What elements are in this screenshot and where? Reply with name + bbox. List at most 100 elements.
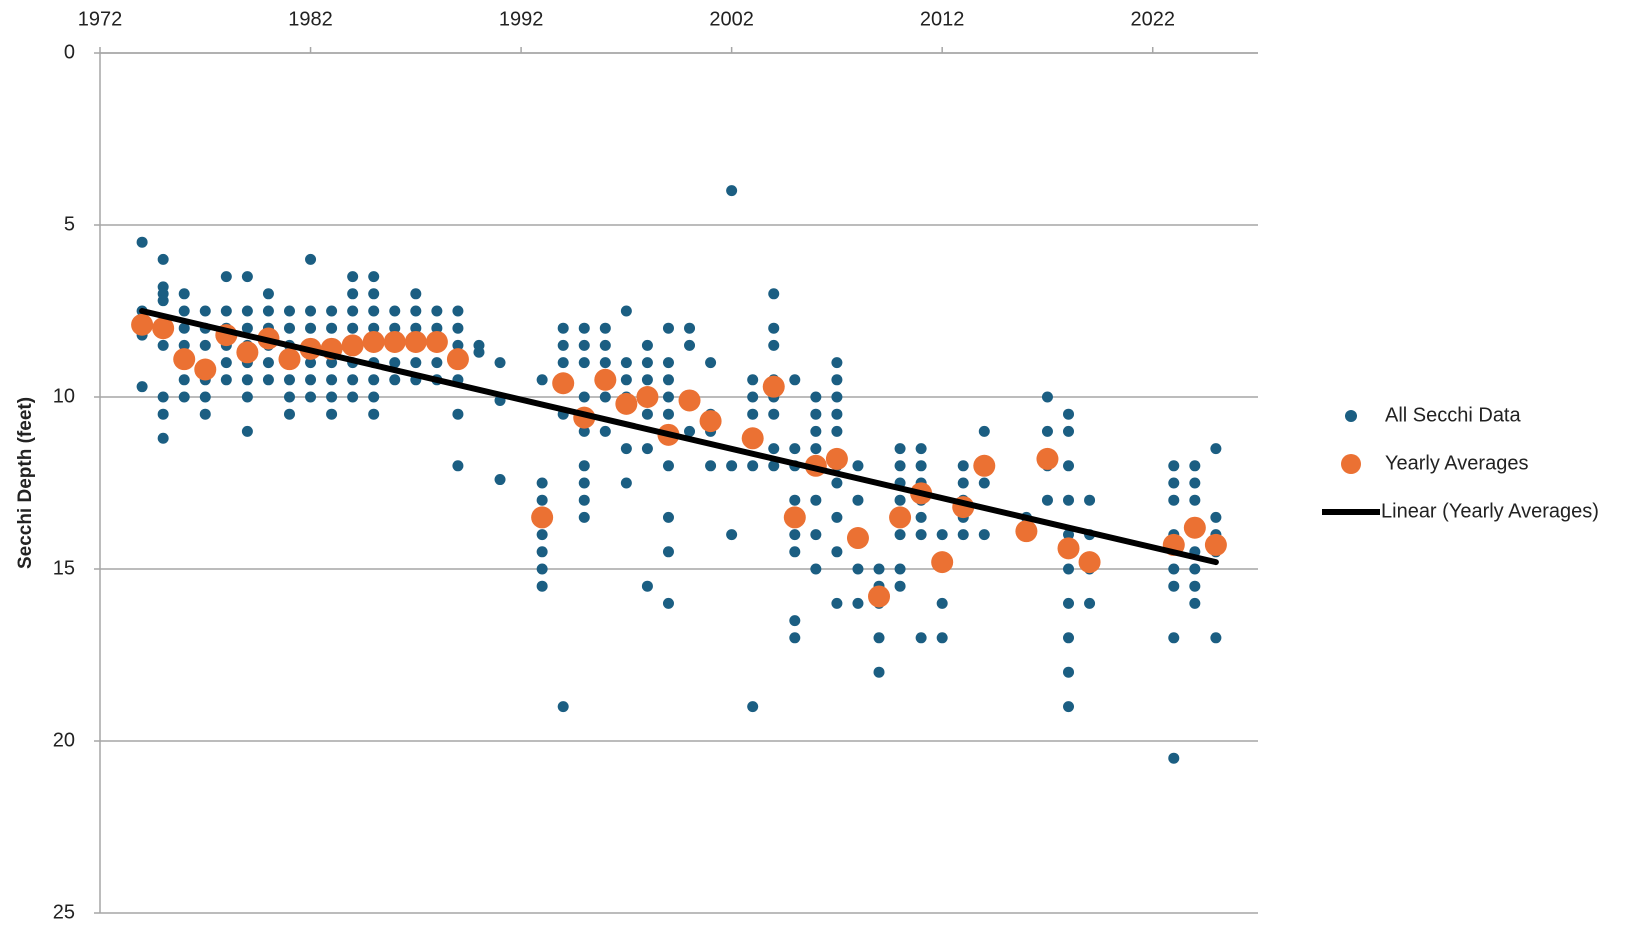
data-point [368,391,380,403]
data-point [957,460,969,472]
data-point [283,408,295,420]
data-point [241,305,253,317]
legend-marker [1341,454,1361,474]
x-tick-label: 2002 [709,8,754,30]
data-point [178,339,190,351]
data-point [789,632,801,644]
data-point [178,391,190,403]
data-point [936,597,948,609]
data-point [452,460,464,472]
data-point [1168,477,1180,489]
data-point [389,374,401,386]
data-point [684,425,696,437]
data-point [768,460,780,472]
data-point [326,408,338,420]
data-point [431,305,443,317]
data-point [852,597,864,609]
data-point [620,477,632,489]
data-point [957,477,969,489]
data-point [810,391,822,403]
x-tick-label: 1972 [78,8,123,30]
data-point [157,408,169,420]
data-point [699,410,722,433]
data-point [1168,752,1180,764]
data-point [368,374,380,386]
data-point [410,305,422,317]
data-point [220,374,232,386]
data-point [810,443,822,455]
data-point [726,185,738,197]
data-point [873,563,885,575]
data-point [578,391,590,403]
data-point [747,374,759,386]
data-point [1084,494,1096,506]
legend-label: All Secchi Data [1385,404,1521,426]
data-point [1078,551,1101,574]
data-point [641,408,653,420]
data-point [157,253,169,265]
data-point [762,375,785,398]
data-point [768,322,780,334]
data-point [641,580,653,592]
data-point [241,271,253,283]
data-point [1189,580,1201,592]
data-point [452,305,464,317]
data-point [726,529,738,541]
x-tick-label: 1982 [288,8,333,30]
data-point [678,389,701,412]
data-point [241,391,253,403]
data-point [536,494,548,506]
data-point [326,391,338,403]
data-point [599,339,611,351]
data-point [915,529,927,541]
data-point [283,374,295,386]
data-point [662,546,674,558]
data-point [557,339,569,351]
data-point [789,546,801,558]
data-point [1041,425,1053,437]
data-point [1189,597,1201,609]
data-point [641,443,653,455]
data-point [199,391,211,403]
data-point [894,580,906,592]
data-point [831,425,843,437]
data-point [389,322,401,334]
data-point [178,288,190,300]
data-point [810,408,822,420]
data-point [431,357,443,369]
data-point [347,374,359,386]
data-point [578,339,590,351]
data-point [220,305,232,317]
y-tick-label: 0 [64,41,75,63]
data-point [1189,460,1201,472]
data-point [578,511,590,523]
data-point [347,305,359,317]
data-point [662,357,674,369]
data-point [452,322,464,334]
data-point [347,322,359,334]
data-point [978,425,990,437]
x-tick-label: 2022 [1130,8,1175,30]
data-point [1210,511,1222,523]
data-point [747,408,759,420]
data-point [347,288,359,300]
data-point [305,305,317,317]
data-point [620,305,632,317]
data-point [241,322,253,334]
data-point [1183,516,1206,539]
data-point [684,339,696,351]
data-point [410,322,422,334]
data-point [705,460,717,472]
data-point [662,391,674,403]
data-point [131,313,154,336]
legend-label: Yearly Averages [1385,452,1528,474]
data-point [973,454,996,477]
data-point [389,305,401,317]
data-point [578,494,590,506]
data-point [1210,632,1222,644]
data-point [410,357,422,369]
data-point [915,511,927,523]
trend-line [139,308,1219,566]
data-point [594,368,617,391]
data-point [578,460,590,472]
